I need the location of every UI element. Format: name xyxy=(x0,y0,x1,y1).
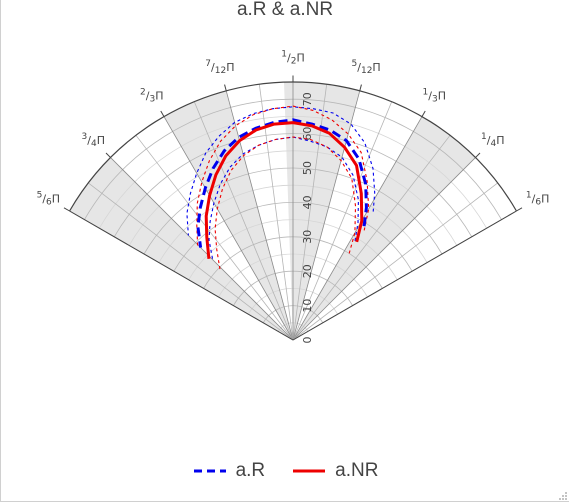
grid-spoke xyxy=(292,135,451,341)
outer-arc xyxy=(69,81,517,212)
angular-tick xyxy=(475,152,481,158)
legend-label-a-r: a.R xyxy=(235,460,266,481)
radial-tick-label: 60 xyxy=(301,127,314,141)
series-band-a-nr xyxy=(196,105,370,249)
radial-tick-label: 20 xyxy=(301,264,314,278)
grid-spoke xyxy=(193,101,294,341)
grid-spoke xyxy=(292,157,476,341)
legend-label-a-nr: a.NR xyxy=(335,460,379,481)
radial-tick-label: 70 xyxy=(301,92,314,106)
radial-tick-label: 30 xyxy=(301,230,314,244)
grid-spoke xyxy=(292,90,361,341)
grid-spoke xyxy=(225,90,294,341)
angular-tick xyxy=(224,84,227,91)
angular-tick-label: 1/6Π xyxy=(526,191,549,208)
series-line-a-r xyxy=(196,118,368,248)
chart-title: a.R & a.NR xyxy=(236,0,334,20)
legend-item-a-nr[interactable]: a.NR xyxy=(291,460,378,482)
angular-tick xyxy=(160,110,165,117)
shaded-sector-0 xyxy=(293,116,476,340)
angular-tick-label: 1/3Π xyxy=(423,87,446,104)
angular-tick xyxy=(516,207,523,212)
series-band-a-nr xyxy=(214,136,357,270)
grid-spoke xyxy=(88,182,294,341)
grid-spoke xyxy=(292,101,393,341)
angular-tick-label: 5/12Π xyxy=(352,59,381,76)
grid-spoke xyxy=(135,135,294,341)
angular-tick-label: 7/12Π xyxy=(205,59,234,76)
series-line-a-nr xyxy=(204,121,364,259)
radial-tick-label: 40 xyxy=(301,195,314,209)
grid-spoke xyxy=(292,182,498,341)
angular-tick-label: 1/4Π xyxy=(481,132,504,149)
shaded-sector-2 xyxy=(164,90,293,340)
legend-swatch-a-r xyxy=(193,469,226,473)
angular-tick xyxy=(63,207,70,212)
series-band-a-r xyxy=(186,106,376,236)
legend-item-a-r[interactable]: a.R xyxy=(192,460,266,482)
grid-spoke xyxy=(163,116,294,341)
radial-tick-label: 50 xyxy=(301,161,314,175)
angular-tick xyxy=(421,110,426,117)
edge-right xyxy=(292,210,517,341)
resize-grip-icon[interactable] xyxy=(558,491,568,501)
legend-swatch-a-nr xyxy=(293,469,326,473)
angular-tick-label: 1/2Π xyxy=(281,49,304,66)
legend[interactable]: a.R a.NR xyxy=(0,460,570,482)
angular-tick-label: 2/3Π xyxy=(140,87,163,104)
angular-tick xyxy=(359,84,362,91)
radial-tick-label: 0 xyxy=(301,337,314,344)
shaded-sector-3 xyxy=(69,157,293,340)
radial-tick-label: 10 xyxy=(301,299,314,313)
angular-tick-label: 3/4Π xyxy=(82,132,105,149)
grid-spoke xyxy=(110,157,294,341)
angular-tick-label: 5/6Π xyxy=(37,191,60,208)
edge-left xyxy=(69,210,294,341)
angular-tick xyxy=(105,152,111,158)
